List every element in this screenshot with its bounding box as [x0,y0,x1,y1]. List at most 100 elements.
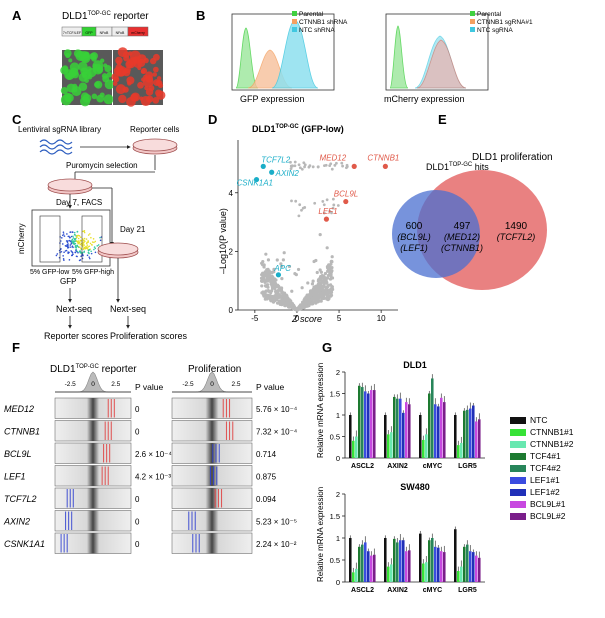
facs-dot [62,233,65,235]
gene-point [331,197,335,201]
bar-ntc [384,538,387,582]
facs-dot [66,240,69,243]
gene-point [269,290,273,294]
construct-label: 7×TCF/LEF [63,31,81,35]
facs-dot [72,235,74,238]
gene-point [298,203,302,207]
facs-dot [79,243,82,246]
facs-dot [71,231,74,233]
bar-ctnnb1-1 [352,440,355,458]
facs-dot [88,256,91,258]
bar-lef1-1 [364,391,367,458]
legend-label: CTNNB1 shRNA [299,19,348,26]
legend-swatch [470,27,475,32]
gene-point [341,164,344,168]
legend-label: CTNNB1#2 [530,439,574,449]
facs-ylabel: mCherry [17,223,26,254]
panel-label-a: A [12,8,22,23]
y-tick-label: 1 [336,534,340,543]
facs-dot [61,234,64,237]
bar-bcl9l-2 [408,404,411,458]
bar-ntc [349,415,352,458]
gene-point [263,284,268,288]
gene-point [325,198,329,202]
gene-point [333,163,337,167]
gene-point [268,294,272,298]
pvalue-header-left: P value [135,382,163,392]
legend-swatch [510,465,526,472]
gene-point [262,273,266,277]
bar-tcf4-1 [358,546,361,582]
facs-dot [88,249,91,251]
point-label-tcf7l2: TCF7L2 [261,155,290,164]
facs-dot [82,245,84,248]
gfp-cell [60,86,68,95]
point-label-med12: MED12 [320,153,347,162]
gene-point [334,161,338,165]
gene-point [320,274,324,278]
pvalue-pro: 0.094 [256,495,277,504]
facs-dot [74,242,77,245]
panel-a-title: DLD1TOP-GC reporter [62,11,149,22]
chart-title: DLD1 [403,360,427,370]
gfp-cell [89,52,97,60]
facs-dot [74,251,76,254]
pvalue-pro: 5.23 × 10⁻⁵ [256,518,297,527]
gene-point [325,286,329,290]
bar-lef1-2 [402,540,405,582]
mcherry-cell [137,58,146,68]
facs-dot [75,240,78,242]
bar-chart-dld1: 0 0.5 1 1.5 2 DLD1 Relative mRNA epxression ASC… [316,360,485,470]
gene-point [330,167,334,171]
x-tick-label: 0 [295,314,300,323]
facs-dot [80,252,83,254]
gene-point [287,264,292,269]
facs-dot [78,242,81,244]
legend-swatch [510,453,526,460]
construct-label: NFκB [100,31,109,35]
rep-stripe [54,442,132,464]
gene-point [270,282,274,286]
facs-dot [78,259,81,262]
facs-dot [94,240,97,243]
gene-point [289,160,292,164]
reporter-scores-label: Reporter scores [44,331,109,341]
facs-dot [89,242,92,245]
facs-dot [68,235,70,238]
y-tick-label: 0.5 [330,556,340,565]
facs-dot [71,241,74,243]
gene-point [279,300,283,304]
bar-bcl9l-2 [478,419,481,458]
labeled-point-csnk1a1 [253,176,260,183]
facs-dot [76,230,79,233]
bar-tcf4-1 [428,540,431,582]
facs-dot [75,249,77,252]
gene-point [307,304,311,308]
gene-point [318,233,322,237]
facs-dot [80,247,82,250]
facs-dot [73,243,75,246]
gene-point [272,267,276,271]
pvalue-header-right: P value [256,382,284,392]
facs-dot [90,252,93,255]
facs-dot [85,242,88,245]
gene-point [277,288,281,292]
rep-stripe [54,420,132,442]
panel-a: DLD1TOP-GC reporter 7×TCF/LEF GFP NFκB NFκB… [60,11,166,107]
bar-ntc [384,415,387,458]
mcherry-cell [127,81,132,86]
y-tick-label: 0.5 [330,433,340,442]
facs-dot [71,251,74,254]
gfp-cell [100,58,105,63]
facs-dot [87,246,89,248]
gfp-cell [91,93,98,100]
gene-point [297,214,301,218]
gene-point [276,295,281,299]
day7-label: Day 7, FACS [56,198,102,207]
facs-dot [94,251,97,254]
gene-point [300,167,304,171]
gene-point [325,296,329,300]
gfp-cell [94,81,100,88]
category-label: ASCL2 [351,463,374,470]
